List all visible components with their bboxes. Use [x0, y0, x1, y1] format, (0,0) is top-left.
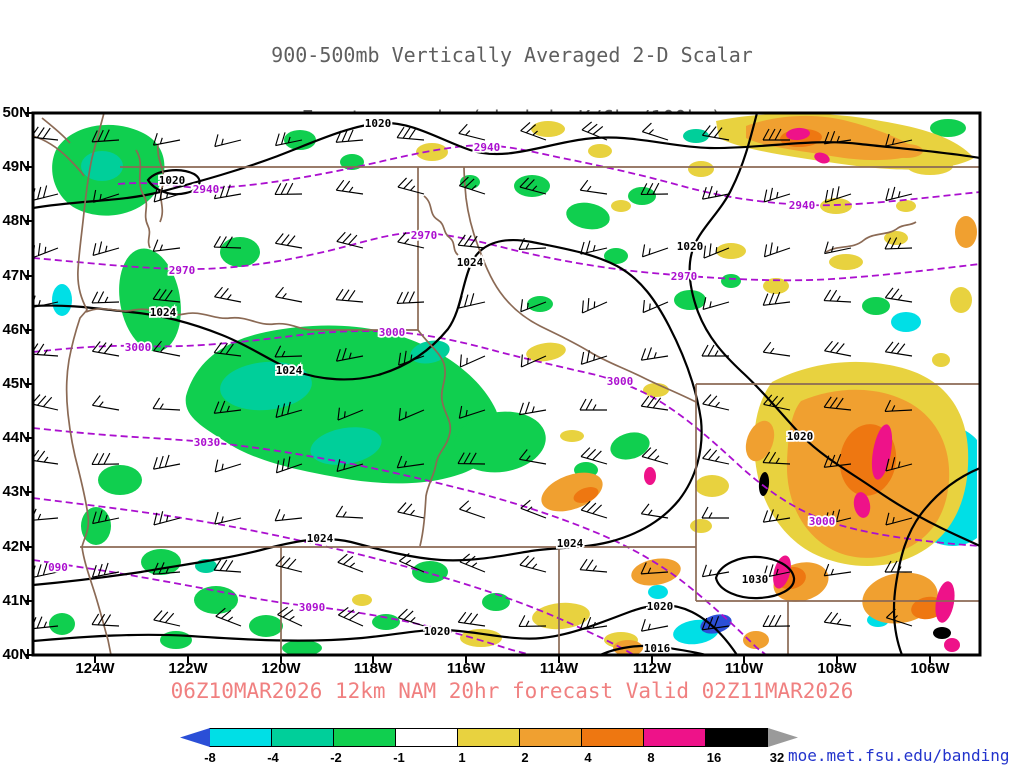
colorbar-arrow-positive — [768, 728, 798, 747]
contour-labels: 1020 1020 2940 2940 2940 2970 2970 2970 … — [46, 115, 837, 657]
title-line: 900-500mb Vertically Averaged 2-D Scalar — [271, 43, 753, 67]
colorbar-tick: 8 — [647, 750, 655, 765]
colorbar-segment — [395, 728, 458, 747]
contour-label: 3000 — [809, 515, 836, 528]
lat-label: 49N — [2, 158, 30, 175]
colorbar-segment — [581, 728, 644, 747]
forecast-caption: 06Z10MAR2026 12km NAM 20hr forecast Vali… — [170, 679, 854, 703]
lat-label: 48N — [2, 212, 30, 229]
lat-label: 40N — [2, 646, 30, 663]
lat-label: 42N — [2, 538, 30, 555]
contour-label: 1024 — [276, 364, 303, 377]
contour-label: 1020 — [787, 430, 814, 443]
lon-label: 118W — [353, 660, 393, 677]
colorbar-segment — [271, 728, 334, 747]
lon-label: 108W — [817, 660, 857, 677]
colorbar-segment — [209, 728, 272, 747]
contour-label: 1020 — [647, 600, 674, 613]
colorbar-tick: -8 — [204, 750, 216, 765]
colorbar-arrow-negative — [180, 728, 210, 747]
lon-label: 122W — [168, 660, 208, 677]
lon-label: 106W — [910, 660, 950, 677]
colorbar-tick: 16 — [706, 750, 722, 765]
contour-label: 1020 — [424, 625, 451, 638]
contour-label: 2970 — [169, 264, 196, 277]
contour-label: 1024 — [150, 306, 177, 319]
colorbar-segment — [705, 728, 768, 747]
colorbar-tick: 4 — [584, 750, 592, 765]
lat-label: 50N — [2, 104, 30, 121]
contour-label: 1020 — [365, 117, 392, 130]
lat-label: 44N — [2, 429, 30, 446]
contour-label: 1030 — [742, 573, 769, 586]
colorbar-tick: -2 — [330, 750, 342, 765]
contour-label: 2970 — [411, 229, 438, 242]
contour-label: 2940 — [789, 199, 816, 212]
contour-label: 3000 — [607, 375, 634, 388]
colorbar-tick: 32 — [769, 750, 785, 765]
colorbar-tick: 2 — [521, 750, 529, 765]
contour-label: 2970 — [671, 270, 698, 283]
lon-label: 116W — [446, 660, 486, 677]
colorbar — [180, 728, 807, 747]
contour-label: 1024 — [557, 537, 584, 550]
contour-label: 3000 — [379, 326, 406, 339]
contour-label: 2940 — [193, 183, 220, 196]
colorbar-tick: 1 — [458, 750, 466, 765]
site-link[interactable]: moe.met.fsu.edu/banding — [788, 746, 1010, 765]
lon-label: 124W — [75, 660, 115, 677]
colorbar-segment — [457, 728, 520, 747]
contour-label: 1024 — [307, 532, 334, 545]
contour-label: 090 — [48, 561, 68, 574]
mslp-contours — [33, 113, 980, 655]
colorbar-segment — [519, 728, 582, 747]
contour-label: 3030 — [194, 436, 221, 449]
lat-label: 47N — [2, 267, 30, 284]
lat-label: 43N — [2, 483, 30, 500]
colorbar-tick: -1 — [393, 750, 405, 765]
contour-label: 1020 — [159, 174, 186, 187]
contour-label: 1020 — [677, 240, 704, 253]
lon-label: 114W — [539, 660, 579, 677]
lon-label: 110W — [724, 660, 764, 677]
lon-label: 120W — [261, 660, 301, 677]
contour-label: 1016 — [644, 642, 671, 655]
lat-label: 45N — [2, 375, 30, 392]
lat-label: 41N — [2, 592, 30, 609]
contour-label: 3000 — [125, 341, 152, 354]
colorbar-segment — [643, 728, 706, 747]
contour-label: 2940 — [474, 141, 501, 154]
colorbar-tick: -4 — [267, 750, 279, 765]
contour-label: 3090 — [299, 601, 326, 614]
lon-label: 112W — [632, 660, 672, 677]
lat-label: 46N — [2, 321, 30, 338]
axis-ticks — [25, 112, 931, 663]
contour-label: 1024 — [457, 256, 484, 269]
colorbar-segment — [333, 728, 396, 747]
